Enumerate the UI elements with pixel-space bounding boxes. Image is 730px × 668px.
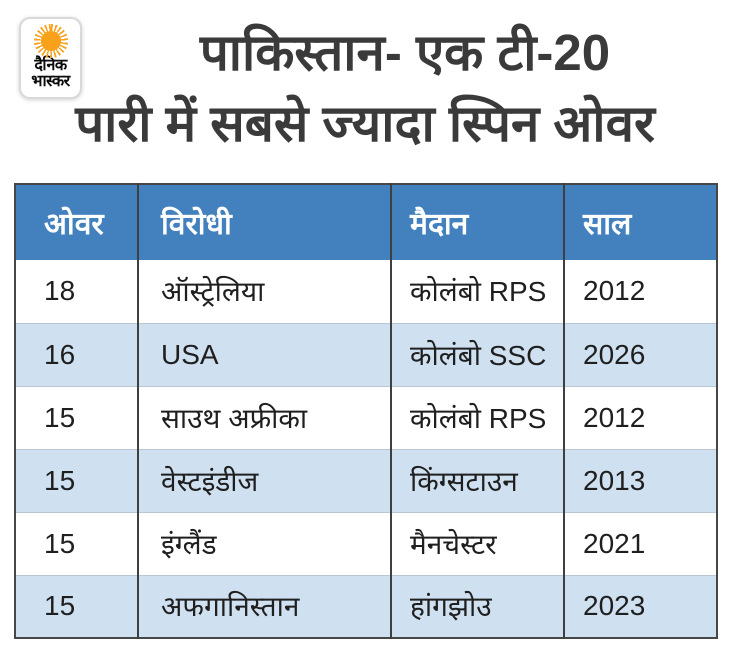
cell-year: 2023	[563, 574, 717, 638]
table-body: 18 ऑस्ट्रेलिया कोलंबो RPS 2012 16 USA को…	[15, 260, 717, 638]
cell-year: 2012	[563, 260, 717, 323]
cell-venue: हांगझोउ	[390, 574, 564, 638]
cell-venue: कोलंबो SSC	[390, 322, 564, 386]
dainik-bhaskar-logo: दैनिक भास्कर	[19, 17, 82, 99]
cell-opponent: इंग्लैंड	[137, 511, 391, 575]
cell-venue: किंग्सटाउन	[390, 448, 564, 512]
table-row: 15 अफगानिस्तान हांगझोउ 2023	[15, 574, 717, 638]
sunburst-icon	[33, 24, 68, 58]
spin-overs-table-container: ओवर विरोधी मैदान साल 18 ऑस्ट्रेलिया कोलं…	[14, 183, 718, 639]
title-line2: पारी में सबसे ज्यादा स्पिन ओवर	[75, 95, 655, 152]
cell-year: 2013	[563, 448, 717, 512]
cell-overs: 15	[15, 448, 138, 512]
table-row: 15 साउथ अफ्रीका कोलंबो RPS 2012	[15, 385, 717, 449]
cell-year: 2012	[563, 385, 717, 449]
cell-venue: कोलंबो RPS	[390, 260, 564, 323]
cell-venue: कोलंबो RPS	[390, 385, 564, 449]
cell-overs: 15	[15, 385, 138, 449]
cell-overs: 18	[15, 260, 138, 323]
cell-opponent: साउथ अफ्रीका	[137, 385, 391, 449]
logo-text-line2: भास्कर	[31, 73, 70, 91]
table-row: 15 वेस्टइंडीज किंग्सटाउन 2013	[15, 448, 717, 512]
table-row: 16 USA कोलंबो SSC 2026	[15, 322, 717, 386]
cell-overs: 16	[15, 322, 138, 386]
column-header-year: साल	[563, 184, 717, 260]
cell-opponent: ऑस्ट्रेलिया	[137, 260, 391, 323]
column-header-venue: मैदान	[390, 184, 564, 260]
column-header-opponent: विरोधी	[137, 184, 391, 260]
cell-year: 2026	[563, 322, 717, 386]
cell-opponent: USA	[137, 322, 391, 386]
cell-overs: 15	[15, 574, 138, 638]
cell-overs: 15	[15, 511, 138, 575]
table-header: ओवर विरोधी मैदान साल	[15, 184, 717, 260]
spin-overs-table: ओवर विरोधी मैदान साल 18 ऑस्ट्रेलिया कोलं…	[14, 183, 718, 639]
cell-venue: मैनचेस्टर	[390, 511, 564, 575]
logo-text-line1: दैनिक	[34, 57, 67, 74]
cell-opponent: वेस्टइंडीज	[137, 448, 391, 512]
cell-opponent: अफगानिस्तान	[137, 574, 391, 638]
table-row: 15 इंग्लैंड मैनचेस्टर 2021	[15, 511, 717, 575]
table-row: 18 ऑस्ट्रेलिया कोलंबो RPS 2012	[15, 260, 717, 323]
header-row: ओवर विरोधी मैदान साल	[15, 184, 717, 260]
column-header-overs: ओवर	[15, 184, 138, 260]
cell-year: 2021	[563, 511, 717, 575]
title-line1: पाकिस्तान- एक टी-20	[199, 24, 611, 81]
infographic-title: पाकिस्तान- एक टी-20 पारी में सबसे ज्यादा…	[0, 18, 730, 160]
